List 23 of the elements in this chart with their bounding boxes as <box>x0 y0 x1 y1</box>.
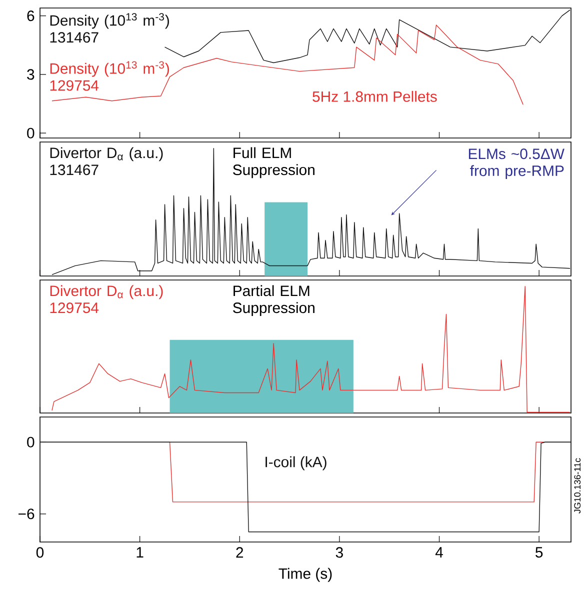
text: Density (10$^{13}$ m$^{-3}$) 129754 <box>50 61 169 91</box>
band-label: Full ELM Suppression <box>233 147 314 178</box>
y-tick-label: 6 <box>27 10 34 22</box>
y-tick-label: 0 <box>27 436 34 448</box>
y-tick-label: −6 <box>18 508 34 520</box>
text: Density (10$^{13}$ m$^{-3}$) 131467 <box>50 13 169 43</box>
band-label: Partial ELM Suppression <box>233 285 314 316</box>
annotation: ELMs ~0.5ΔW from pre-RMP <box>468 148 564 180</box>
x-tick-label: 3 <box>336 547 343 558</box>
x-axis-title: Time (s) <box>278 568 332 582</box>
x-tick-label: 5 <box>536 547 543 558</box>
x-tick-label: 2 <box>236 547 244 558</box>
annotation: I-coil (kA) <box>266 456 326 470</box>
annotation: 5Hz 1.8mm Pellets <box>312 90 437 102</box>
text: JG10.136-11c <box>574 458 581 514</box>
y-tick-label: 3 <box>27 69 34 80</box>
x-tick-label: 0 <box>36 547 44 558</box>
text: Divertor D$_{α}$ (a.u.) 129754 <box>50 285 163 314</box>
text: Divertor D$_{α}$ (a.u.) 131467 <box>50 147 163 176</box>
x-tick-label: 4 <box>435 547 443 558</box>
y-tick-label: 0 <box>27 128 34 138</box>
line-series <box>164 10 570 64</box>
x-tick-label: 1 <box>136 547 144 558</box>
